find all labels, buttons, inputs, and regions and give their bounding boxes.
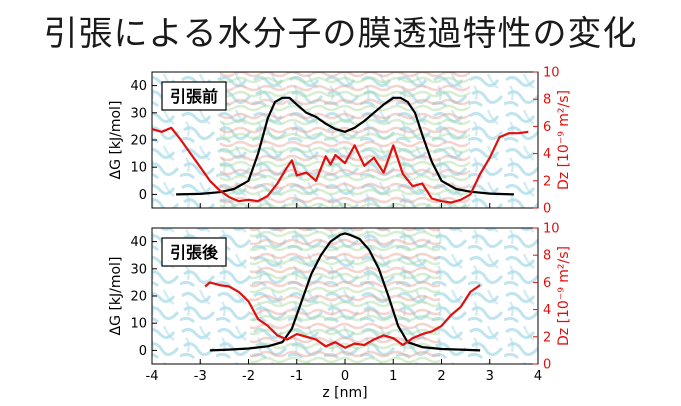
y-tick-label: 10 (130, 317, 147, 332)
x-tick-label: -2 (242, 369, 255, 384)
x-tick-label: 0 (341, 369, 349, 384)
y-right-tick-label: 6 (543, 120, 551, 135)
diffusion-line-after (204, 281, 481, 349)
y-right-tick-label: 10 (543, 222, 560, 237)
y-right-tick-label: 8 (543, 93, 551, 108)
x-tick-label: 2 (437, 369, 445, 384)
x-axis-label: z [nm] (322, 385, 367, 401)
x-tick-label: 3 (486, 369, 494, 384)
x-tick-label: -3 (194, 369, 207, 384)
y-right-tick-label: 10 (543, 66, 560, 81)
y-right-tick-label: 4 (543, 147, 551, 162)
y-right-tick-label: 6 (543, 276, 551, 291)
chart-panel-after: 0 10 20 30 40 0 2 4 6 8 10 -4 -3 -2 -1 0 1 2 3 4 z [nm] ΔG [k… (108, 222, 572, 402)
y-right-tick-label: 4 (543, 303, 551, 318)
x-tick-label: -1 (290, 369, 303, 384)
x-tick-label: 1 (389, 369, 397, 384)
panel-label-after: 引張後 (170, 243, 219, 262)
free-energy-line-after (209, 232, 481, 352)
y-tick-label: 40 (130, 235, 147, 250)
y-right-axis-label: Dz [10⁻⁹ m²/s] (556, 90, 572, 190)
y-tick-label: 20 (130, 134, 147, 149)
y-axis-label: ΔG [kJ/mol] (108, 101, 124, 180)
free-energy-line-before (176, 96, 514, 196)
y-right-tick-label: 0 (543, 202, 551, 217)
y-tick-label: 30 (130, 262, 147, 277)
y-tick-label: 0 (139, 344, 147, 359)
y-right-tick-label: 0 (543, 358, 551, 373)
panel-label-box (161, 237, 227, 267)
x-tick-label: 4 (534, 369, 542, 384)
y-right-tick-label: 2 (543, 174, 551, 189)
slide-title: 引張による水分子の膜透過特性の変化 (43, 14, 638, 54)
y-tick-label: 20 (130, 290, 147, 305)
y-right-axis-label: Dz [10⁻⁹ m²/s] (556, 246, 572, 346)
panel-label-before: 引張前 (170, 87, 218, 106)
chart-panel-before: 0 10 20 30 40 0 2 4 6 8 10 ΔG [kJ/mol] Dz [10⁻⁹ m²/s… (108, 66, 572, 217)
diffusion-line-before (151, 126, 529, 204)
y-tick-label: 0 (139, 188, 147, 203)
x-tick-label: -4 (146, 369, 159, 384)
y-axis-label: ΔG [kJ/mol] (108, 257, 124, 336)
y-tick-label: 10 (130, 161, 147, 176)
y-tick-label: 30 (130, 106, 147, 121)
y-right-tick-label: 2 (543, 330, 551, 345)
y-right-tick-label: 8 (543, 249, 551, 264)
panel-label-box (161, 81, 227, 111)
y-tick-label: 40 (130, 79, 147, 94)
